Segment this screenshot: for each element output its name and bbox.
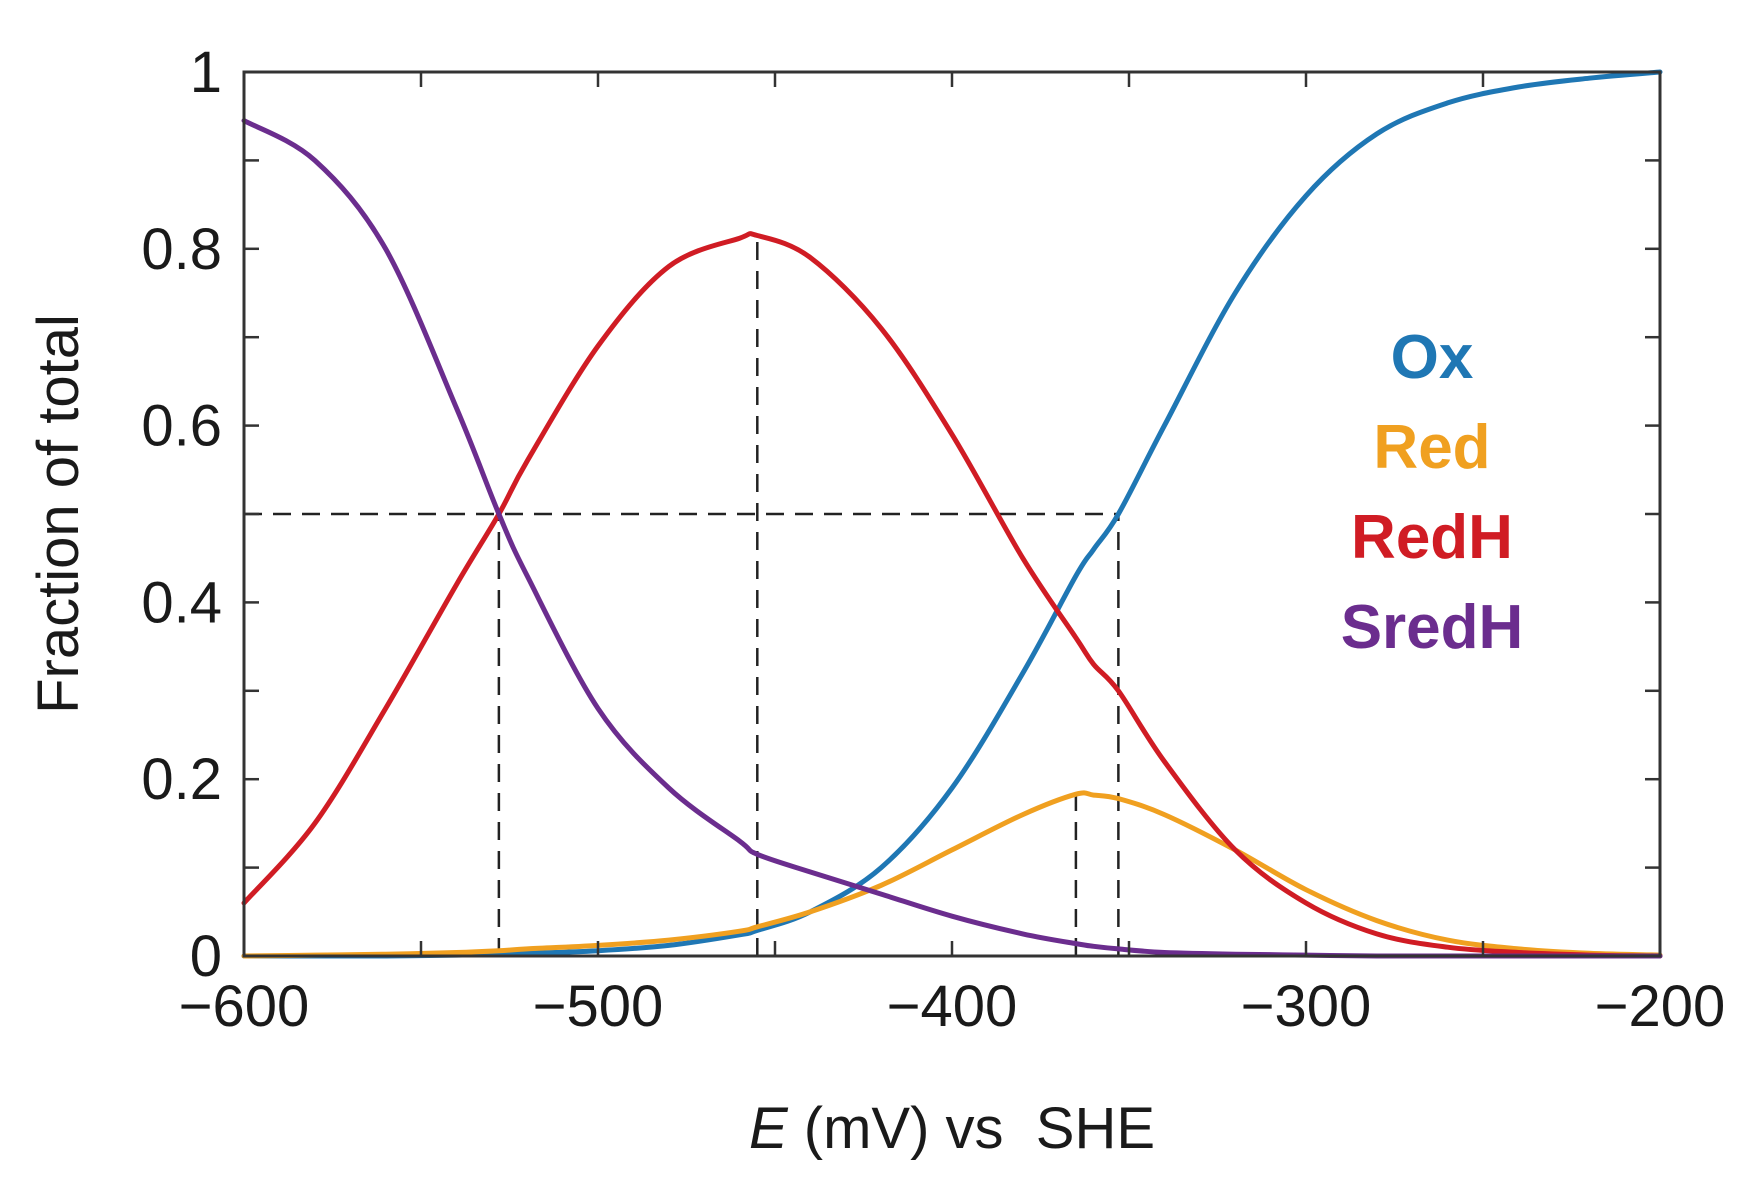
axis-ticks: [242, 70, 1662, 958]
tick-labels: −600 −500 −400 −300 −200 0 0.2 0.4 0.6 0.8 1: [141, 40, 1725, 1039]
y-tick-label: 0: [190, 924, 222, 989]
series-line-red: [241, 790, 1663, 959]
legend-entry-red: Red: [1373, 413, 1490, 482]
legend-entry-ox: Ox: [1391, 323, 1474, 392]
x-axis-label-rest: (mV) vs SHE: [788, 1096, 1155, 1161]
y-tick-label: 1: [190, 40, 222, 105]
y-tick-label: 0.4: [141, 570, 222, 635]
x-axis-label: E (mV) vs SHE: [749, 1096, 1155, 1161]
y-tick-label: 0.8: [141, 217, 222, 282]
legend: Ox Red RedH SredH: [1341, 323, 1524, 662]
y-tick-label: 0.6: [141, 394, 222, 459]
x-tick-label: −300: [1241, 974, 1372, 1039]
x-tick-label: −200: [1595, 974, 1726, 1039]
series-line-ox: [241, 69, 1663, 959]
x-tick-label: −500: [533, 974, 664, 1039]
series-line-redh: [241, 231, 1663, 959]
x-tick-label: −400: [887, 974, 1018, 1039]
y-axis-label: Fraction of total: [26, 314, 91, 714]
x-axis-label-italic: E: [749, 1096, 789, 1161]
reference-lines: [244, 235, 1120, 956]
y-tick-label: 0.2: [141, 747, 222, 812]
x-tick-label: −600: [179, 974, 310, 1039]
legend-entry-redh: RedH: [1351, 503, 1513, 572]
legend-entry-sredh: SredH: [1341, 593, 1524, 662]
